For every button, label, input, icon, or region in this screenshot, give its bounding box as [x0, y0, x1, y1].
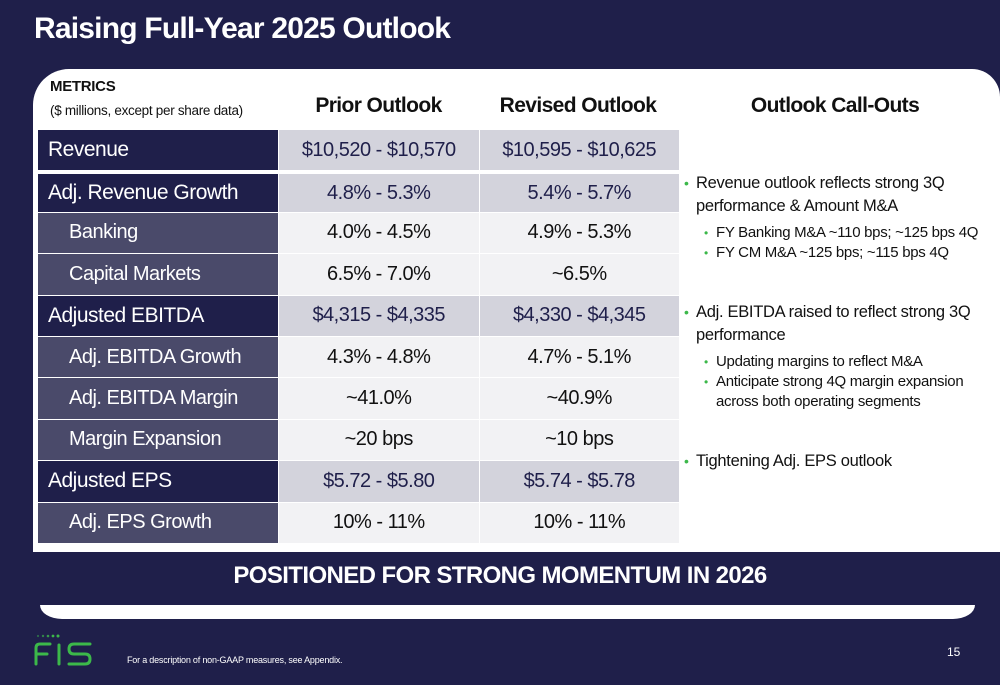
callouts-list: • Revenue outlook reflects strong 3Q per…: [684, 172, 984, 473]
row-label: Capital Markets: [38, 254, 278, 295]
prior-value: 10% - 11%: [278, 502, 479, 543]
column-header-prior: Prior Outlook: [315, 94, 442, 117]
row-label: Adj. EPS Growth: [38, 502, 278, 543]
metrics-title: METRICS: [50, 78, 116, 95]
table-row-adj-ebitda-margin: Adj. EBITDA Margin ~41.0% ~40.9%: [38, 378, 679, 420]
revised-value: $4,330 - $4,345: [478, 295, 679, 336]
prior-value: $4,315 - $4,335: [278, 295, 479, 336]
sub-callout: • Anticipate strong 4Q margin expansion …: [684, 372, 984, 412]
row-label: Banking: [38, 212, 278, 254]
sub-callout-text: FY Banking M&A ~110 bps; ~125 bps 4Q: [716, 224, 979, 241]
bullet-dot-icon: •: [704, 355, 708, 369]
revised-value: 4.7% - 5.1%: [478, 336, 679, 378]
callout-text: Adj. EBITDA raised to reflect strong 3Q …: [696, 303, 971, 344]
table-row-adj-eps-growth: Adj. EPS Growth 10% - 11% 10% - 11%: [38, 502, 679, 544]
column-header-callouts: Outlook Call-Outs: [750, 94, 920, 117]
row-label: Margin Expansion: [38, 419, 278, 461]
metrics-header: METRICS ($ millions, except per share da…: [50, 78, 243, 118]
revised-value: $5.74 - $5.78: [478, 461, 679, 502]
table-row-banking: Banking 4.0% - 4.5% 4.9% - 5.3%: [38, 212, 679, 255]
prior-value: 4.0% - 4.5%: [278, 212, 479, 254]
prior-value: $10,520 - $10,570: [278, 130, 479, 171]
bullet-dot-icon: •: [704, 246, 708, 260]
table-row-adj-revenue-growth: Adj. Revenue Growth 4.8% - 5.3% 5.4% - 5…: [38, 171, 679, 213]
bullet-dot-icon: •: [684, 453, 689, 469]
prior-value: ~41.0%: [278, 378, 479, 419]
row-label: Adj. EBITDA Growth: [38, 336, 278, 378]
row-label: Adj. EBITDA Margin: [38, 378, 278, 419]
column-header-revised: Revised Outlook: [499, 94, 657, 117]
callout-text: Tightening Adj. EPS outlook: [696, 452, 892, 470]
prior-value: 4.3% - 4.8%: [278, 336, 479, 378]
table-row-margin-expansion: Margin Expansion ~20 bps ~10 bps: [38, 419, 679, 462]
footnote: For a description of non-GAAP measures, …: [127, 655, 343, 665]
revised-value: 4.9% - 5.3%: [478, 212, 679, 254]
row-label: Adjusted EPS: [38, 461, 278, 502]
bullet-dot-icon: •: [684, 175, 689, 191]
table-row-capital-markets: Capital Markets 6.5% - 7.0% ~6.5%: [38, 254, 679, 296]
callout-text: Revenue outlook reflects strong 3Q perfo…: [696, 174, 945, 215]
page-number: 15: [947, 645, 961, 659]
bullet-dot-icon: •: [704, 375, 708, 389]
revised-value: ~40.9%: [478, 378, 679, 419]
revised-value: ~10 bps: [478, 419, 679, 461]
prior-value: 4.8% - 5.3%: [278, 174, 479, 212]
table-row-adjusted-ebitda: Adjusted EBITDA $4,315 - $4,335 $4,330 -…: [38, 295, 679, 337]
revised-value: ~6.5%: [478, 254, 679, 295]
table-row-revenue: Revenue $10,520 - $10,570 $10,595 - $10,…: [38, 130, 679, 172]
sub-callout-text: Updating margins to reflect M&A: [716, 353, 923, 370]
revised-value: $10,595 - $10,625: [478, 130, 679, 171]
outlook-table: Revenue $10,520 - $10,570 $10,595 - $10,…: [38, 130, 679, 544]
prior-value: 6.5% - 7.0%: [278, 254, 479, 295]
revised-value: 5.4% - 5.7%: [478, 174, 679, 212]
momentum-banner: POSITIONED FOR STRONG MOMENTUM IN 2026: [233, 562, 767, 589]
bullet-dot-icon: •: [704, 226, 708, 240]
prior-value: ~20 bps: [278, 419, 479, 461]
revised-value: 10% - 11%: [478, 502, 679, 543]
row-label: Adjusted EBITDA: [38, 295, 278, 336]
row-label: Adj. Revenue Growth: [38, 174, 278, 212]
callout-eps: • Tightening Adj. EPS outlook: [684, 450, 984, 473]
callout-ebitda: • Adj. EBITDA raised to reflect strong 3…: [684, 301, 984, 347]
decorative-bar: [40, 605, 975, 619]
callout-revenue: • Revenue outlook reflects strong 3Q per…: [684, 172, 984, 218]
sub-callout: • FY CM M&A ~125 bps; ~115 bps 4Q: [684, 243, 984, 263]
row-label: Revenue: [38, 130, 278, 171]
table-row-adjusted-eps: Adjusted EPS $5.72 - $5.80 $5.74 - $5.78: [38, 461, 679, 503]
metrics-subtitle: ($ millions, except per share data): [50, 103, 243, 118]
table-row-adj-ebitda-growth: Adj. EBITDA Growth 4.3% - 4.8% 4.7% - 5.…: [38, 336, 679, 379]
sub-callout: • Updating margins to reflect M&A: [684, 352, 984, 372]
sub-callout: • FY Banking M&A ~110 bps; ~125 bps 4Q: [684, 223, 984, 243]
page-title: Raising Full-Year 2025 Outlook: [34, 12, 451, 45]
sub-callout-text: FY CM M&A ~125 bps; ~115 bps 4Q: [716, 244, 949, 261]
sub-callout-text: Anticipate strong 4Q margin expansion ac…: [716, 373, 964, 410]
bullet-dot-icon: •: [684, 304, 689, 320]
fis-logo-icon: [34, 634, 92, 666]
prior-value: $5.72 - $5.80: [278, 461, 479, 502]
